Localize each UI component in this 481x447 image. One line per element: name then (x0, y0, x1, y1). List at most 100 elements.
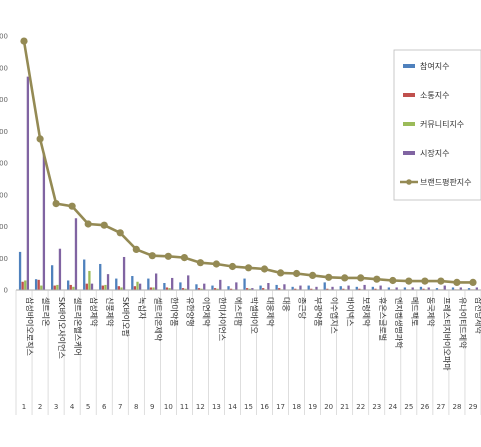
y-tick-label: 2,000,000 (0, 160, 8, 168)
y-tick-label: 4,000,000 (0, 33, 8, 41)
bar-참여지수 (323, 282, 326, 290)
line-point (68, 202, 76, 210)
x-category-label: 유나이티드제약 (458, 297, 468, 349)
line-point (373, 275, 381, 283)
bar-시장지수 (331, 286, 334, 290)
bar-커뮤니티지수 (216, 288, 219, 290)
bar-소통지수 (37, 279, 40, 290)
x-index-label: 16 (260, 403, 269, 411)
x-index-label: 29 (469, 403, 478, 411)
bar-커뮤니티지수 (88, 270, 91, 290)
legend-line-marker (406, 179, 412, 185)
legend-swatch (403, 93, 415, 97)
line-point (212, 260, 220, 268)
bar-참여지수 (163, 283, 166, 290)
y-tick-label: 500,000 (0, 255, 8, 263)
bar-참여지수 (435, 288, 439, 290)
bar-소통지수 (21, 281, 24, 290)
legend-label: 소통지수 (420, 91, 449, 100)
line-point (132, 245, 140, 253)
line-point (260, 265, 269, 273)
y-tick-label: 1,000,000 (0, 223, 8, 231)
bar-시장지수 (475, 287, 478, 290)
x-index-label: 23 (372, 403, 381, 411)
bar-소통지수 (85, 283, 88, 290)
x-category-label: 프레스티지바이오파마 (442, 297, 452, 371)
line-point (100, 221, 108, 229)
line-point (453, 278, 461, 286)
x-index-label: 19 (308, 403, 317, 411)
x-category-label: 에스티팜 (233, 297, 243, 327)
bar-참여지수 (467, 288, 471, 290)
legend-label: 시장지수 (420, 148, 449, 158)
line-point (148, 252, 156, 260)
bar-참여지수 (243, 278, 246, 290)
bar-커뮤니티지수 (40, 285, 43, 290)
bar-커뮤니티지수 (248, 288, 251, 290)
bar-시장지수 (315, 286, 318, 290)
bar-시장지수 (203, 283, 206, 290)
line-point (20, 37, 28, 45)
bar-소통지수 (53, 285, 56, 290)
bar-시장지수 (363, 284, 366, 290)
line-point (437, 277, 445, 285)
bar-참여지수 (179, 282, 182, 290)
x-index-label: 6 (102, 403, 107, 411)
x-index-label: 27 (436, 403, 445, 411)
x-category-label: 종근당 (298, 297, 308, 320)
line-point (180, 254, 188, 262)
y-tick-label: 3,500,000 (0, 64, 8, 72)
bar-시장지수 (42, 152, 46, 290)
x-category-label: 메드팩토 (410, 297, 420, 326)
bar-참여지수 (451, 287, 455, 290)
line-point (84, 220, 92, 228)
x-category-label: 유한양행 (185, 297, 195, 326)
x-index-label: 15 (244, 403, 253, 411)
bar-시장지수 (459, 287, 462, 290)
x-category-label: 이연제약 (201, 297, 211, 327)
bar-참여지수 (307, 285, 310, 290)
x-index-label: 17 (276, 403, 285, 411)
bar-소통지수 (117, 286, 121, 290)
bar-참여지수 (419, 286, 423, 290)
y-tick-label: 0 (4, 287, 8, 295)
bar-시장지수 (187, 275, 190, 290)
bar-시장지수 (395, 287, 398, 290)
line-point (228, 262, 237, 271)
x-index-label: 26 (420, 403, 429, 411)
bar-참여지수 (211, 285, 214, 290)
bar-참여지수 (275, 284, 278, 290)
line-point (164, 252, 172, 260)
line-point (341, 274, 349, 282)
bar-시장지수 (443, 285, 446, 290)
bar-소통지수 (165, 287, 169, 290)
bar-참여지수 (355, 286, 358, 290)
x-category-label: 바이넥스 (346, 297, 356, 326)
bar-시장지수 (106, 274, 110, 291)
bar-소통지수 (197, 288, 201, 290)
bar-참여지수 (227, 286, 230, 290)
x-category-label: 대웅 (282, 297, 291, 312)
x-index-label: 22 (356, 403, 365, 411)
bar-참여지수 (131, 276, 134, 290)
y-tick-label: 1,500,000 (0, 191, 8, 199)
bar-참여지수 (99, 263, 102, 290)
bar-시장지수 (122, 256, 126, 290)
bar-시장지수 (427, 287, 430, 290)
x-index-label: 10 (164, 403, 173, 411)
bar-참여지수 (34, 279, 38, 290)
x-category-label: 동국제약 (426, 297, 436, 327)
bar-커뮤니티지수 (104, 284, 107, 290)
bar-소통지수 (278, 288, 281, 290)
bar-시장지수 (379, 285, 382, 290)
bar-시장지수 (411, 287, 414, 290)
x-category-label: 이수앱지스 (330, 297, 340, 334)
x-category-label: 삼성바이오로직스 (25, 297, 35, 356)
bar-series-group (18, 76, 478, 291)
x-index-label: 4 (70, 403, 75, 411)
line-point (196, 259, 204, 267)
bar-소통지수 (101, 285, 104, 290)
bar-소통지수 (262, 288, 265, 290)
bar-시장지수 (219, 279, 222, 290)
